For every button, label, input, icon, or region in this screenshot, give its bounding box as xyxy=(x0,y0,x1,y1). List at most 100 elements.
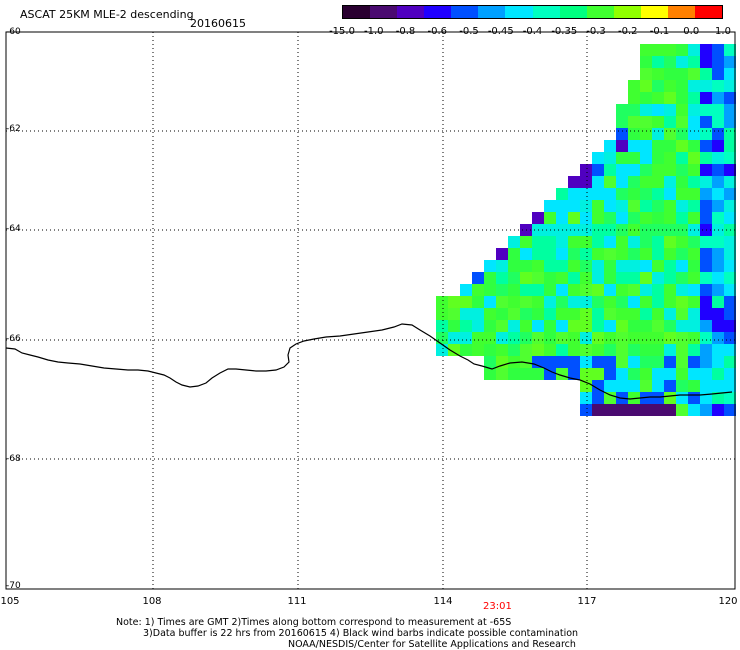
lon-label: 105 xyxy=(0,596,20,607)
swath-cell xyxy=(712,68,724,80)
swath-cell xyxy=(652,92,664,104)
swath-cell xyxy=(544,260,556,272)
swath-cell xyxy=(676,272,688,284)
swath-cell xyxy=(664,380,676,392)
swath-cell xyxy=(652,320,664,332)
swath-cell xyxy=(628,308,640,320)
swath-cell xyxy=(700,380,712,392)
swath-cell xyxy=(616,320,628,332)
swath-cell xyxy=(712,380,724,392)
swath-cell xyxy=(628,92,640,104)
swath-cell xyxy=(712,104,724,116)
swath-cell xyxy=(700,68,712,80)
swath-cell xyxy=(580,404,592,416)
swath-cell xyxy=(652,272,664,284)
swath-cell xyxy=(592,392,604,404)
swath-cell xyxy=(568,176,580,188)
colorbar-tick-label: -1.0 xyxy=(363,26,384,37)
swath-cell xyxy=(592,332,604,344)
swath-cell xyxy=(700,296,712,308)
colorbar-tick-label: 0.0 xyxy=(683,26,700,37)
swath-cell xyxy=(640,404,652,416)
swath-cell xyxy=(700,284,712,296)
swath-cell xyxy=(592,284,604,296)
swath-cell xyxy=(712,152,724,164)
swath-cell xyxy=(472,284,484,296)
swath-cell xyxy=(628,260,640,272)
swath-cell xyxy=(700,320,712,332)
swath-cell xyxy=(640,332,652,344)
swath-cell xyxy=(604,356,616,368)
swath-cell xyxy=(676,200,688,212)
swath-cell xyxy=(712,128,724,140)
swath-cell xyxy=(544,320,556,332)
swath-cell xyxy=(664,404,676,416)
swath-cell xyxy=(556,188,568,200)
colorbar-segment xyxy=(559,6,587,18)
swath-cell xyxy=(676,44,688,56)
swath-cell xyxy=(712,116,724,128)
lat-label: -70 xyxy=(6,581,21,591)
swath-cell xyxy=(712,284,724,296)
swath-cell xyxy=(712,356,724,368)
swath-cell xyxy=(676,188,688,200)
swath-cell xyxy=(688,140,700,152)
swath-cell xyxy=(700,404,712,416)
swath-cell xyxy=(460,344,472,356)
swath-cell xyxy=(664,80,676,92)
swath-cell xyxy=(712,176,724,188)
swath-cell xyxy=(724,368,736,380)
footer-credit: NOAA/NESDIS/Center for Satellite Applica… xyxy=(288,639,576,650)
swath-cell xyxy=(460,320,472,332)
swath-cell xyxy=(508,356,520,368)
swath-cell xyxy=(568,344,580,356)
colorbar-segment xyxy=(370,6,398,18)
swath-cell xyxy=(652,284,664,296)
swath-cell xyxy=(592,296,604,308)
swath-cell xyxy=(544,248,556,260)
swath-cell xyxy=(520,356,532,368)
swath-cell xyxy=(580,212,592,224)
swath-cell xyxy=(676,92,688,104)
swath-cell xyxy=(724,212,736,224)
swath-cell xyxy=(604,188,616,200)
colorbar-segment xyxy=(478,6,506,18)
swath-cell xyxy=(556,356,568,368)
swath-cell xyxy=(664,164,676,176)
swath-cell xyxy=(688,296,700,308)
swath-cell xyxy=(628,380,640,392)
swath-cell xyxy=(520,320,532,332)
swath-cell xyxy=(532,260,544,272)
swath-cell xyxy=(628,344,640,356)
swath-cell xyxy=(604,320,616,332)
swath-cell xyxy=(700,80,712,92)
swath-cell xyxy=(724,308,736,320)
swath-cell xyxy=(700,308,712,320)
colorbar-tick-label: -0.5 xyxy=(459,26,479,37)
swath-cell xyxy=(556,200,568,212)
swath-cell xyxy=(520,344,532,356)
swath-cell xyxy=(712,164,724,176)
swath-cell xyxy=(724,284,736,296)
swath-cell xyxy=(652,140,664,152)
swath-cell xyxy=(628,368,640,380)
footer-note-2: 3)Data buffer is 22 hrs from 20160615 4)… xyxy=(143,628,579,639)
colorbar-segment xyxy=(695,6,723,18)
swath-cell xyxy=(592,188,604,200)
swath-cell xyxy=(688,320,700,332)
swath-cell xyxy=(580,392,592,404)
swath-cell xyxy=(484,260,496,272)
swath-cell xyxy=(640,128,652,140)
swath-cell xyxy=(640,116,652,128)
swath-cell xyxy=(724,80,736,92)
swath-cell xyxy=(640,176,652,188)
swath-cell xyxy=(640,44,652,56)
colorbar-segment xyxy=(397,6,425,18)
lat-lon-grid xyxy=(6,32,735,589)
swath-cell xyxy=(724,176,736,188)
swath-cell xyxy=(640,380,652,392)
swath-cell xyxy=(484,356,496,368)
swath-cell xyxy=(520,272,532,284)
swath-cell xyxy=(436,344,448,356)
